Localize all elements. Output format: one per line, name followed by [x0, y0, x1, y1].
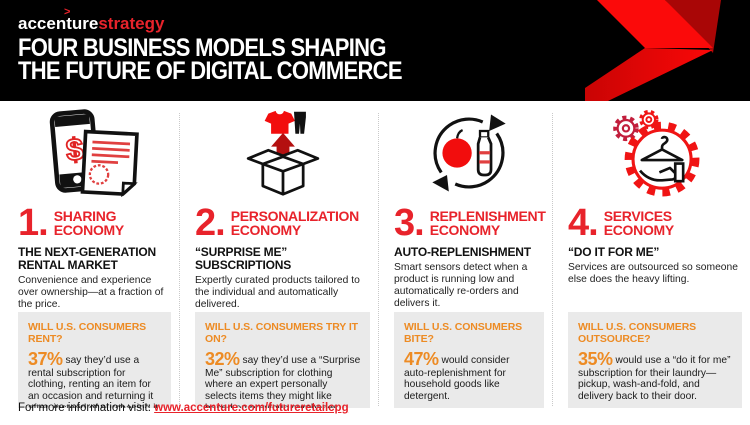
column-divider — [378, 113, 379, 406]
page-title: FOUR BUSINESS MODELS SHAPING THE FUTURE … — [18, 34, 403, 86]
model-name-line2: ECONOMY — [429, 222, 501, 239]
stat-text: say they’d use a rental subscription for… — [28, 354, 158, 408]
stat-text: would consider auto-replenishment for ho… — [404, 354, 510, 403]
footer-label: For more information visit: — [18, 402, 155, 414]
model-description: Services are outsourced so someone else … — [568, 262, 738, 286]
footer: For more information visit: www.accentur… — [18, 402, 349, 414]
model-name-line1: SHARING — [53, 207, 117, 224]
stat-question: WILL U.S. CONSUMERS BITE? — [404, 320, 523, 345]
column-sharing-economy: $ 1. SHARING ECO — [0, 101, 179, 425]
stat-item: 32% say they’d use a “Surprise Me” subscr… — [205, 350, 361, 408]
stat-question: WILL U.S. CONSUMERS RENT? — [28, 320, 147, 345]
column-divider — [179, 113, 180, 406]
icon-box — [394, 109, 544, 197]
icon-box — [568, 109, 742, 197]
accenture-chevron-logo-icon — [585, 0, 721, 101]
model-subtitle: “DO IT FOR ME” — [568, 245, 660, 259]
model-description: Expertly curated products tailored to th… — [195, 275, 360, 311]
model-heading: 3. REPLENISHMENT ECONOMY — [394, 202, 546, 245]
stat-box-try-it-on: WILL U.S. CONSUMERS TRY IT ON? 32% say th… — [195, 311, 370, 408]
stat-box-bite: WILL U.S. CONSUMERS BITE? 47% would consi… — [394, 311, 544, 408]
model-number: 4. — [568, 202, 599, 245]
page-title-line1: FOUR BUSINESS MODELS SHAPING — [18, 34, 386, 62]
accenture-chevron-accent-icon: > — [64, 6, 71, 18]
subscription-box-icon — [246, 110, 319, 196]
model-heading: 2. PERSONALIZATION ECONOMY — [195, 202, 370, 245]
stat-percentage: 37% — [28, 348, 63, 369]
model-name-line2: ECONOMY — [53, 222, 125, 239]
model-number: 3. — [394, 202, 425, 245]
column-replenishment-economy: 3. REPLENISHMENT ECONOMY AUTO-REPLENISHM… — [378, 101, 552, 425]
model-number: 1. — [18, 202, 49, 245]
column-services-economy: 4. SERVICES ECONOMY “DO IT FOR ME” Servi… — [552, 101, 750, 425]
model-description: Smart sensors detect when a product is r… — [394, 262, 528, 310]
stat-box-outsource: WILL U.S. CONSUMERS OUTSOURCE? 35% would … — [568, 311, 742, 408]
model-number: 2. — [195, 202, 226, 245]
model-heading: 1. SHARING ECONOMY — [18, 202, 171, 245]
stat-percentage: 32% — [205, 348, 240, 369]
column-divider — [552, 113, 553, 406]
model-subtitle: AUTO-REPLENISHMENT — [394, 245, 531, 259]
services-gear-hanger-icon — [613, 109, 700, 197]
model-name-line2: ECONOMY — [230, 222, 302, 239]
icon-box: $ — [18, 109, 171, 197]
content-grid: $ 1. SHARING ECO — [0, 101, 750, 425]
stat-box-rent: WILL U.S. CONSUMERS RENT? 37% say they’d … — [18, 311, 171, 408]
smartphone-document-icon: $ — [49, 109, 139, 197]
model-subtitle: “SURPRISE ME” SUBSCRIPTIONS — [195, 245, 292, 273]
stat-text: say they’d use a “Surprise Me” subscript… — [205, 354, 361, 408]
footer-link[interactable]: www.accenture.com/futureretailcpg — [154, 402, 349, 414]
page-title-line2: THE FUTURE OF DIGITAL COMMERCE — [18, 57, 403, 86]
svg-text:$: $ — [64, 131, 84, 167]
model-heading: 4. SERVICES ECONOMY — [568, 202, 742, 245]
logo-accenture-text: accenture — [18, 14, 99, 33]
model-name-line2: ECONOMY — [603, 222, 675, 239]
model-name-line1: REPLENISHMENT — [429, 207, 546, 224]
model-name-line1: PERSONALIZATION — [230, 207, 360, 224]
stat-item: 37% say they’d use a rental subscription … — [28, 350, 162, 408]
stat-question: WILL U.S. CONSUMERS OUTSOURCE? — [578, 320, 697, 345]
header: > accenturestrategy FOUR BUSINESS MODELS… — [0, 0, 750, 101]
model-description: Convenience and experience over ownershi… — [18, 275, 164, 311]
logo-strategy-text: strategy — [98, 14, 165, 33]
stat-percentage: 47% — [404, 348, 439, 369]
model-subtitle: THE NEXT-GENERATION RENTAL MARKET — [18, 245, 156, 273]
accenture-strategy-logo: > accenturestrategy — [18, 6, 165, 34]
icon-box — [195, 109, 370, 197]
stat-text: would use a “do it for me” subscription … — [578, 354, 731, 403]
replenishment-cycle-icon — [432, 114, 506, 192]
column-personalization-economy: 2. PERSONALIZATION ECONOMY “SURPRISE ME”… — [179, 101, 378, 425]
stat-question: WILL U.S. CONSUMERS TRY IT ON? — [205, 320, 358, 345]
stat-percentage: 35% — [578, 348, 613, 369]
stat-item: 35% would use a “do it for me” subscripti… — [578, 350, 733, 403]
stat-percentage: 43% — [404, 407, 439, 408]
stat-item: 47% would consider auto-replenishment for… — [404, 350, 535, 403]
model-name-line1: SERVICES — [603, 207, 672, 224]
